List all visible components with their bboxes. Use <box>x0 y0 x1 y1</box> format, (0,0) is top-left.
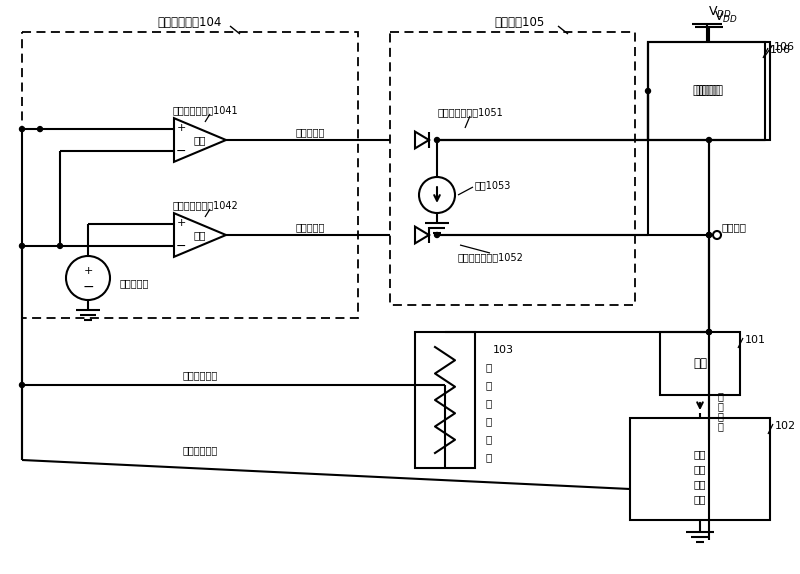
Circle shape <box>706 232 711 238</box>
Text: 单: 单 <box>486 434 492 444</box>
Bar <box>648 42 765 140</box>
Bar <box>630 418 770 520</box>
Bar <box>660 332 740 395</box>
Text: 样: 样 <box>486 416 492 426</box>
Circle shape <box>19 382 25 387</box>
Text: 运放: 运放 <box>194 135 206 145</box>
Text: 102: 102 <box>775 421 796 431</box>
Text: 电压采样信号: 电压采样信号 <box>182 370 218 380</box>
Circle shape <box>706 329 711 335</box>
Text: 输: 输 <box>718 391 724 401</box>
Text: 106: 106 <box>770 45 791 55</box>
Text: 基准电压源: 基准电压源 <box>120 278 150 288</box>
Text: 压控电阵: 压控电阵 <box>695 84 723 98</box>
Circle shape <box>19 243 25 249</box>
Text: 转换: 转换 <box>694 479 706 489</box>
Text: 电流: 电流 <box>694 449 706 459</box>
Text: V$_{DD}$: V$_{DD}$ <box>709 5 732 20</box>
Text: −: − <box>176 145 186 158</box>
Bar <box>390 32 635 305</box>
Text: 输出电压: 输出电压 <box>721 222 746 232</box>
Circle shape <box>646 88 650 94</box>
Text: 采样: 采样 <box>694 464 706 474</box>
Text: 电流输出端: 电流输出端 <box>295 127 325 137</box>
Text: 比较放大单元104: 比较放大单元104 <box>158 15 222 29</box>
Text: +: + <box>83 266 93 276</box>
Text: 101: 101 <box>745 335 766 345</box>
Text: 电流环路二极肁1051: 电流环路二极肁1051 <box>437 107 503 117</box>
Text: 单元: 单元 <box>694 494 706 504</box>
Circle shape <box>19 127 25 131</box>
Text: 电压输出端: 电压输出端 <box>295 222 325 232</box>
Text: 106: 106 <box>774 42 795 52</box>
Text: +: + <box>176 123 186 133</box>
Bar <box>648 42 770 140</box>
Circle shape <box>38 127 42 131</box>
Text: 电流运算放大器1041: 电流运算放大器1041 <box>172 105 238 115</box>
Text: V$_{DD}$: V$_{DD}$ <box>714 9 738 25</box>
Circle shape <box>706 329 711 335</box>
Circle shape <box>434 138 439 142</box>
Circle shape <box>706 232 711 238</box>
Text: −: − <box>82 280 94 294</box>
Text: 出: 出 <box>718 401 724 411</box>
Text: +: + <box>176 218 186 228</box>
Bar <box>22 32 358 318</box>
Text: 运放: 运放 <box>194 230 206 240</box>
Text: 流: 流 <box>718 421 724 431</box>
Circle shape <box>706 138 711 142</box>
Text: −: − <box>176 241 186 253</box>
Text: 选择单元105: 选择单元105 <box>495 15 545 29</box>
Text: 电: 电 <box>718 411 724 421</box>
Text: 电压运算放大器1042: 电压运算放大器1042 <box>172 200 238 210</box>
Circle shape <box>58 243 62 249</box>
Text: 负载: 负载 <box>693 357 707 370</box>
Text: 压: 压 <box>486 380 492 390</box>
Text: 电: 电 <box>486 362 492 372</box>
Text: 电流1053: 电流1053 <box>475 180 511 190</box>
Text: 电压环路二极肁1052: 电压环路二极肁1052 <box>457 252 523 262</box>
Text: 元: 元 <box>486 452 492 462</box>
Circle shape <box>434 232 439 238</box>
Bar <box>415 332 475 468</box>
Text: 电流采样信号: 电流采样信号 <box>182 445 218 455</box>
Text: 压控电阵: 压控电阵 <box>693 84 721 98</box>
Text: 103: 103 <box>493 345 514 355</box>
Text: 采: 采 <box>486 398 492 408</box>
